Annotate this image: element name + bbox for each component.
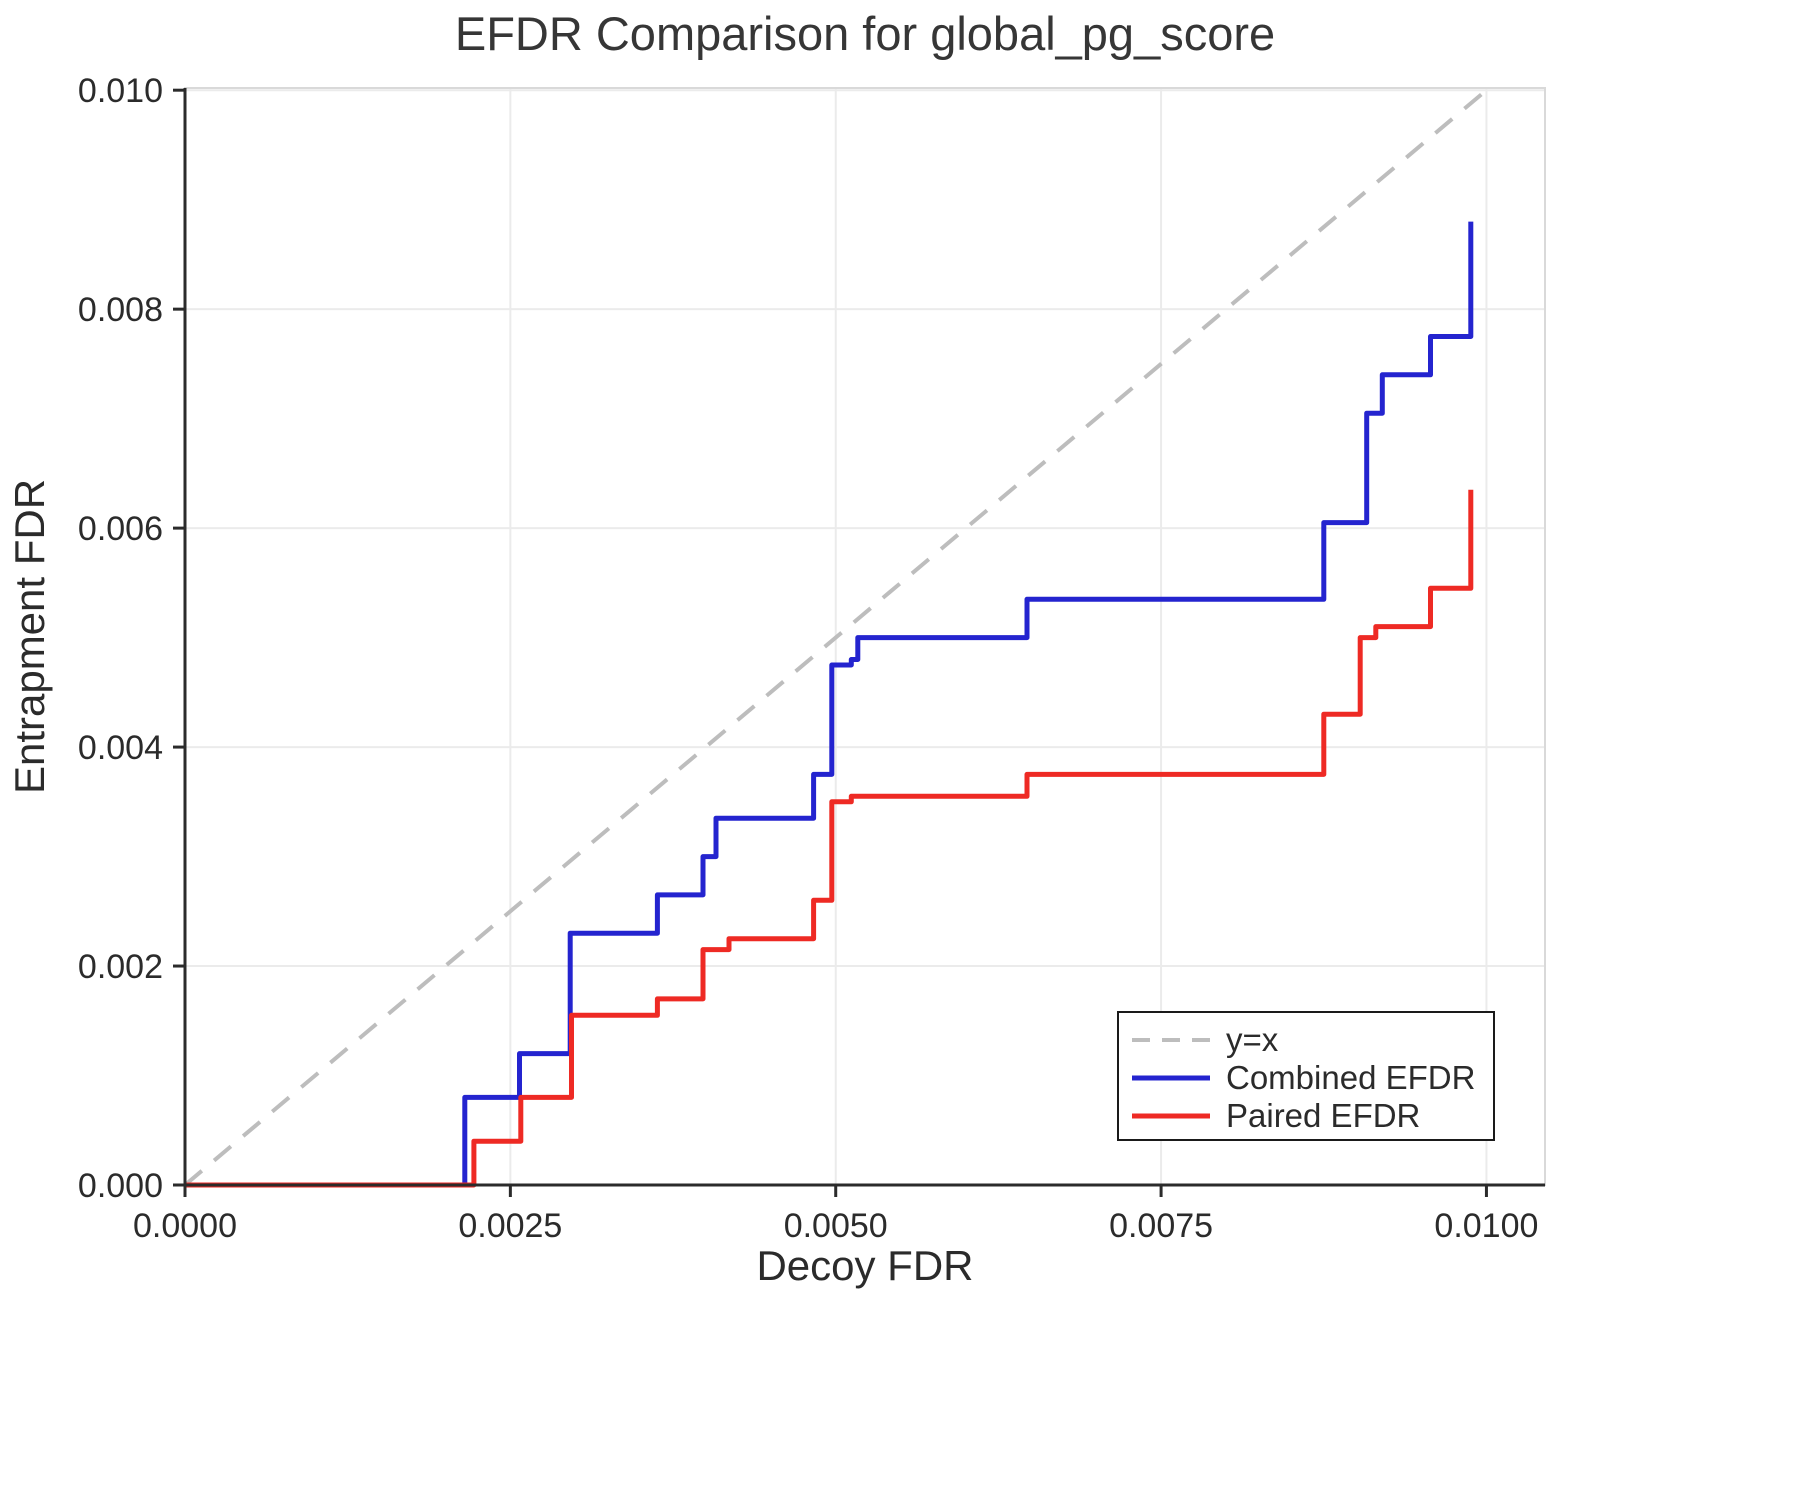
y-tick-label: 0.000 [78, 1167, 163, 1205]
y-tick-label: 0.008 [78, 291, 163, 329]
legend-label-combined-efdr: Combined EFDR [1226, 1059, 1475, 1096]
legend-label-y-x: y=x [1226, 1021, 1279, 1058]
x-tick-label: 0.0000 [133, 1207, 237, 1245]
y-tick-label: 0.004 [78, 729, 163, 767]
x-tick-label: 0.0100 [1434, 1207, 1538, 1245]
x-axis-label: Decoy FDR [756, 1242, 973, 1289]
x-tick-label: 0.0075 [1109, 1207, 1213, 1245]
chart-title: EFDR Comparison for global_pg_score [455, 7, 1275, 60]
y-tick-label: 0.010 [78, 72, 163, 110]
y-axis-label: Entrapment FDR [6, 479, 53, 794]
series-y-x [183, 86, 1491, 1187]
x-tick-label: 0.0025 [458, 1207, 562, 1245]
legend-label-paired-efdr: Paired EFDR [1226, 1097, 1420, 1134]
y-tick-label: 0.006 [78, 510, 163, 548]
y-tick-label: 0.002 [78, 948, 163, 986]
x-tick-label: 0.0050 [784, 1207, 888, 1245]
series-paired-efdr [185, 489, 1474, 1188]
